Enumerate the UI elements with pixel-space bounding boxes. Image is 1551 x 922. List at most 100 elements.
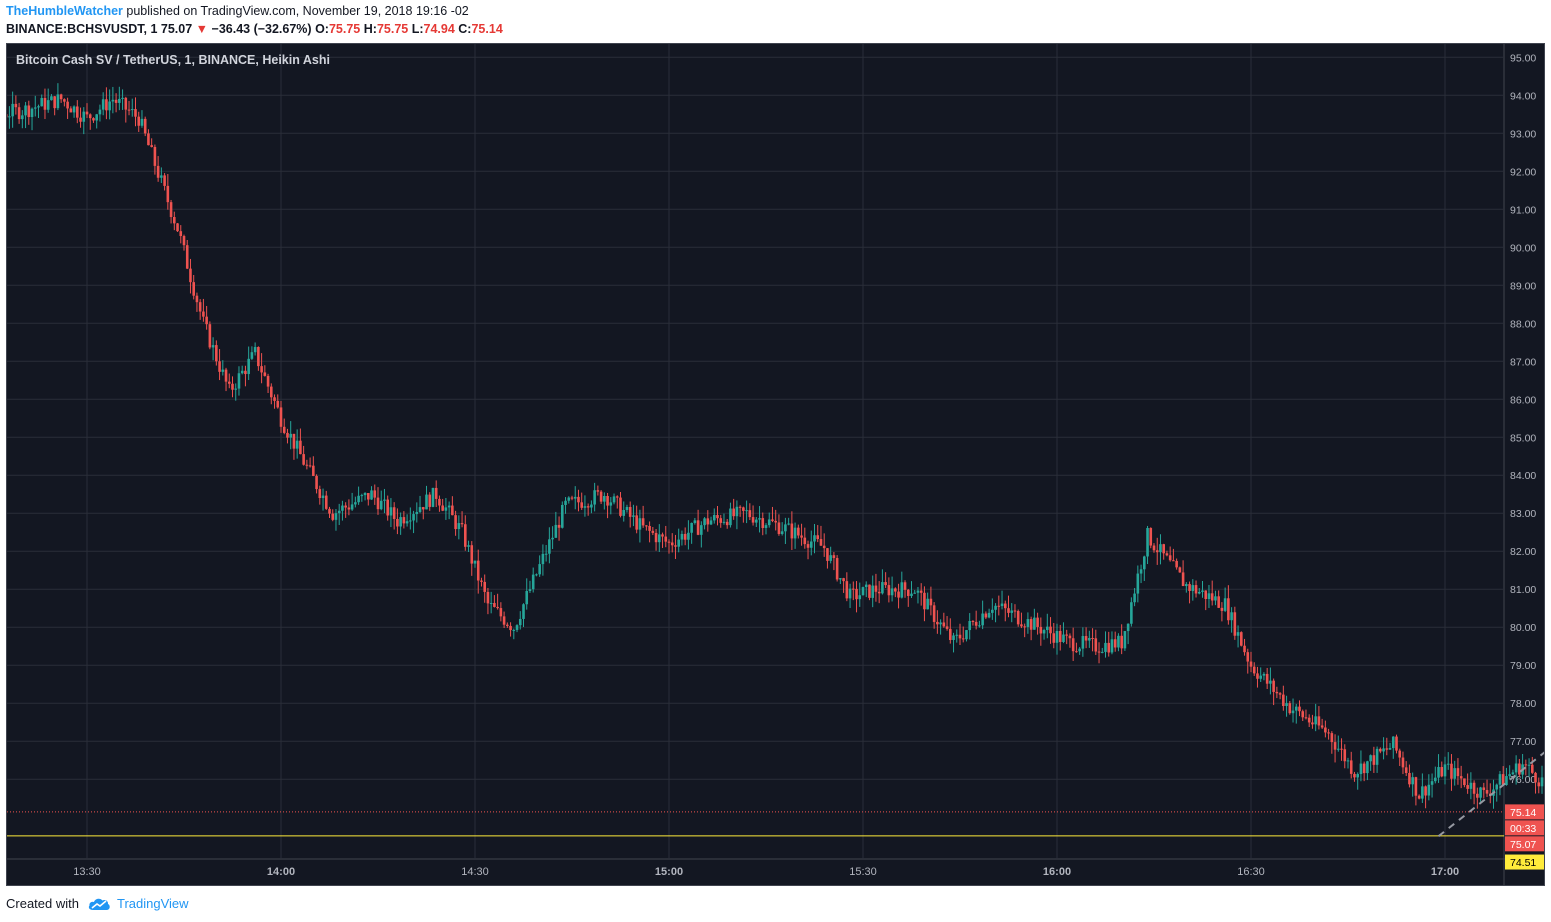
candle-body <box>389 507 393 516</box>
candle-body <box>693 520 697 523</box>
candle-body <box>706 518 710 525</box>
candle-body <box>1240 632 1243 646</box>
candle-body <box>1337 748 1340 750</box>
candle-body <box>173 217 176 224</box>
candle-body <box>719 518 723 523</box>
candle-body <box>1010 610 1014 613</box>
footer: Created with TradingView <box>6 896 189 911</box>
high-label: H: <box>363 22 377 36</box>
candle-body <box>1249 661 1253 667</box>
candle-body <box>1508 774 1511 777</box>
candle-body <box>176 223 179 232</box>
candle-body <box>147 133 150 146</box>
candle-body <box>276 400 280 408</box>
candle-body <box>800 535 803 538</box>
candle-body <box>1029 619 1033 630</box>
tradingview-cloud-icon <box>88 898 110 910</box>
candle-body <box>1382 748 1385 752</box>
candle-body <box>1518 763 1521 775</box>
candle-body <box>1227 598 1230 621</box>
candle-body <box>1485 790 1489 794</box>
candle-body <box>1201 590 1204 592</box>
candle-body <box>661 534 664 537</box>
candle-body <box>758 518 761 520</box>
candle-body <box>683 533 687 540</box>
candle-body <box>11 103 14 117</box>
candle-body <box>250 352 254 359</box>
candle-body <box>890 588 894 596</box>
candle-body <box>809 541 813 548</box>
candle-body <box>1353 773 1356 778</box>
candle-body <box>1026 619 1030 627</box>
candle-body <box>839 578 842 580</box>
candle-body <box>1446 763 1450 765</box>
candle-body <box>30 108 34 118</box>
candle-body <box>143 118 147 134</box>
candle-body <box>1379 748 1382 752</box>
candle-body <box>1463 778 1466 786</box>
candle-body <box>1469 782 1473 789</box>
candle-body <box>318 489 322 499</box>
candle-body <box>428 494 432 507</box>
candle-body <box>803 537 807 545</box>
chart-panel[interactable]: 95.00 94.00 93.00 92.00 91.00 90.00 89.00 88.00… <box>6 43 1545 886</box>
candle-body <box>761 518 765 528</box>
candle-body <box>189 268 192 283</box>
candle-body <box>85 111 89 115</box>
candle-body <box>1175 560 1178 568</box>
candle-body <box>619 497 622 516</box>
candle-body <box>1256 673 1259 679</box>
price-tick-label: 88.00 <box>1510 318 1536 330</box>
candle-body <box>1210 593 1214 601</box>
price-axis-badge <box>1505 820 1544 836</box>
candle-body <box>816 535 820 540</box>
candle-body <box>842 578 845 582</box>
candle-body <box>1130 602 1133 624</box>
price-tick-label: 78.00 <box>1510 698 1536 710</box>
candle-body <box>8 116 11 118</box>
candle-body <box>1501 774 1505 786</box>
candle-body <box>1117 635 1120 648</box>
tradingview-link[interactable]: TradingView <box>87 896 189 911</box>
price-tick-label: 87.00 <box>1510 356 1536 368</box>
candle-body <box>903 582 907 590</box>
price-tick-label: 77.00 <box>1510 736 1536 748</box>
candle-body <box>648 525 651 531</box>
candle-body <box>473 560 477 564</box>
candle-body <box>111 99 115 102</box>
candle-body <box>383 499 386 501</box>
candle-body <box>392 507 396 519</box>
candle-body <box>1178 567 1182 573</box>
candle-body <box>1078 648 1081 652</box>
candle-body <box>787 523 790 525</box>
candle-body <box>480 580 483 582</box>
candle-body <box>105 99 108 111</box>
high-value: 75.75 <box>376 22 409 36</box>
candle-body <box>1149 528 1153 546</box>
candle-body <box>1349 760 1353 774</box>
candle-body <box>72 106 76 113</box>
candle-body <box>622 509 626 516</box>
candle-body <box>502 616 506 625</box>
candle-body <box>651 530 655 533</box>
candle-body <box>1540 777 1544 787</box>
candle-body <box>1527 764 1531 766</box>
candle-body <box>379 500 383 510</box>
author-link[interactable]: TheHumbleWatcher <box>6 4 123 18</box>
candle-body <box>852 588 855 590</box>
candle-body <box>1346 760 1350 762</box>
price-axis-badge-label: 00:33 <box>1510 823 1536 835</box>
candle-body <box>654 532 658 543</box>
candle-body <box>1033 617 1036 630</box>
candle-body <box>926 598 929 610</box>
price-tick-label: 94.00 <box>1510 90 1536 102</box>
price-chart[interactable]: 95.00 94.00 93.00 92.00 91.00 90.00 89.00 88.00… <box>7 44 1544 885</box>
candle-body <box>564 500 567 505</box>
candle-body <box>987 612 991 618</box>
candle-body <box>1039 626 1043 634</box>
candle-body <box>1107 642 1111 653</box>
candle-body <box>593 490 596 505</box>
candle-body <box>797 527 800 536</box>
candle-body <box>751 517 755 523</box>
candle-body <box>1269 680 1272 684</box>
